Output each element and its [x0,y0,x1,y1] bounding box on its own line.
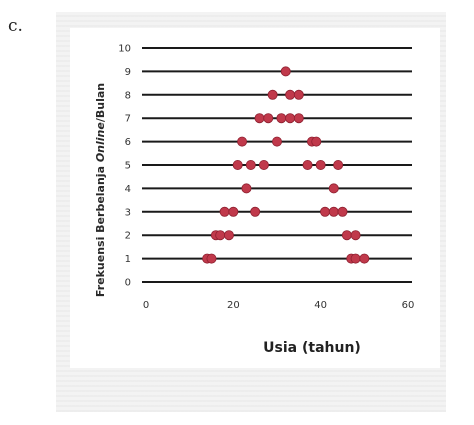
y-tick-label: 4 [125,184,131,195]
data-point [267,89,278,100]
data-point [223,230,234,241]
data-point [315,159,326,170]
data-point [258,159,269,170]
data-point [350,230,361,241]
data-point [280,66,291,77]
y-tick-label: 10 [118,44,131,55]
data-point [228,206,239,217]
data-point [337,206,348,217]
y-tick-label: 9 [125,67,131,78]
x-tick-label: 20 [227,300,240,311]
data-point [359,253,370,264]
y-tick-label: 0 [125,278,131,289]
y-axis-label-part: Frekuensi Berbelanja [94,162,107,297]
data-point [219,206,230,217]
figure-label: c. [8,16,23,36]
data-point [254,113,265,124]
y-tick-label: 8 [125,90,131,101]
data-point [215,230,226,241]
y-tick-label: 2 [125,231,131,242]
data-point [241,183,252,194]
data-point [350,253,361,264]
data-point [293,89,304,100]
y-tick-label: 1 [125,254,131,265]
data-point [245,159,256,170]
data-point [232,159,243,170]
y-tick-label: 5 [125,161,131,172]
grid-lines [142,47,412,283]
data-point [311,136,322,147]
x-axis-label: Usia (tahun) [263,340,361,356]
data-point [333,159,344,170]
data-point [302,159,313,170]
x-tick-label: 60 [402,300,415,311]
data-point [276,113,287,124]
y-axis-label-part: Online [94,122,107,163]
y-tick-labels: 0 1 2 3 4 5 6 7 8 9 10 [118,44,131,289]
data-point [293,113,304,124]
data-point [328,183,339,194]
data-point [271,136,282,147]
y-tick-label: 3 [125,207,131,218]
y-axis-label-part: /Bulan [94,83,107,122]
data-point [328,206,339,217]
y-tick-label: 6 [125,137,131,148]
x-tick-labels: 0 20 40 60 [143,300,415,311]
data-point [285,113,296,124]
y-axis-label: Frekuensi Berbelanja Online/Bulan [94,83,107,297]
data-point [263,113,274,124]
data-points [202,66,370,264]
data-point [341,230,352,241]
x-tick-label: 0 [143,300,149,311]
data-point [206,253,217,264]
y-tick-label: 7 [125,114,131,125]
plot-panel [70,28,440,368]
data-point [285,89,296,100]
data-point [237,136,248,147]
data-point [250,206,261,217]
data-point [320,206,331,217]
x-tick-label: 40 [314,300,327,311]
